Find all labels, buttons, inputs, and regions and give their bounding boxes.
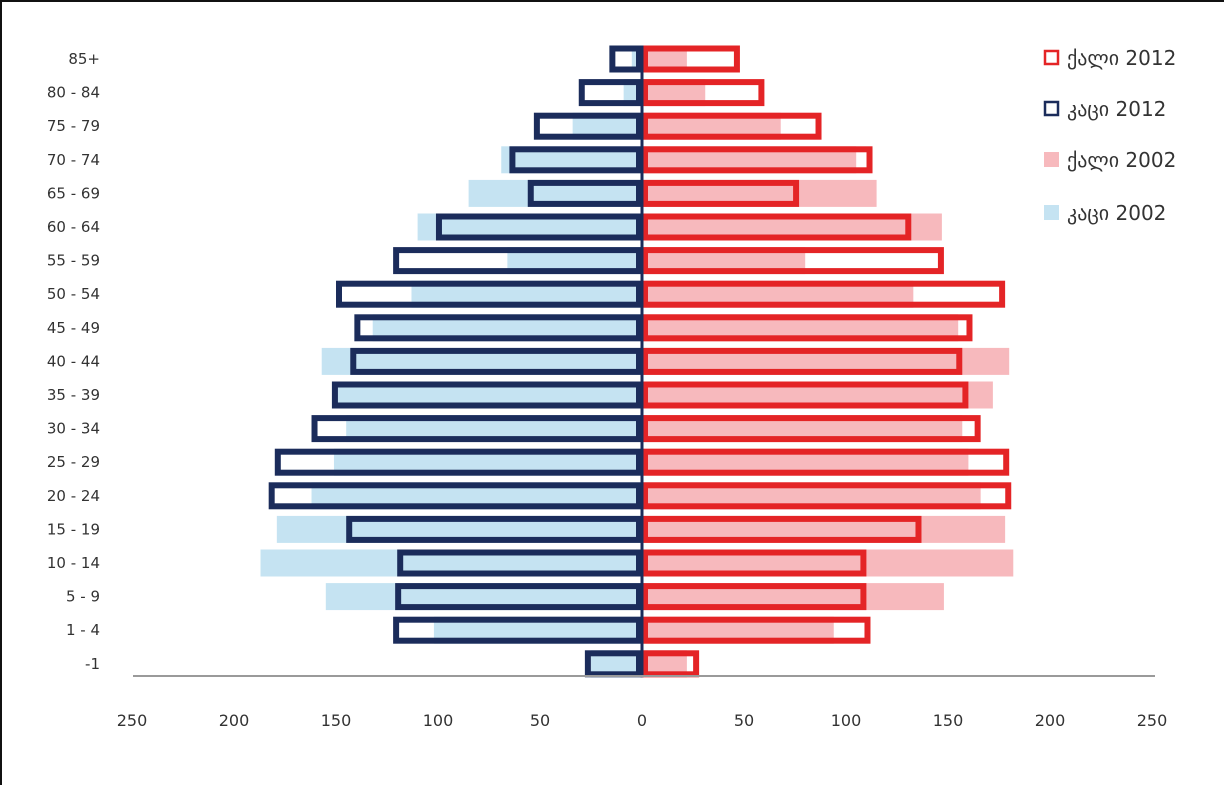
bar-female-2012-6 xyxy=(642,247,944,275)
x-tick-label: 0 xyxy=(637,711,647,730)
age-label: 45 - 49 xyxy=(47,319,100,337)
bar-female-2012-1 xyxy=(642,79,765,107)
bar-male-2012-17 xyxy=(393,616,642,644)
age-label: 70 - 74 xyxy=(47,151,100,169)
legend-swatch xyxy=(1043,49,1060,66)
bar-male-2012-1 xyxy=(578,79,643,107)
bar-female-2012-12 xyxy=(642,448,1010,476)
x-tick-label: 100 xyxy=(831,711,862,730)
bar-female-2012-15 xyxy=(642,549,867,577)
legend-label: ქალი 2002 xyxy=(1067,148,1176,172)
age-label: 30 - 34 xyxy=(47,420,100,438)
age-label: 75 - 79 xyxy=(47,117,100,135)
legend-swatch xyxy=(1044,152,1059,167)
bar-male-2012-11 xyxy=(311,415,642,443)
bar-male-2012-10 xyxy=(331,381,642,409)
bar-male-2012-7 xyxy=(336,280,642,308)
bar-male-2012-14 xyxy=(346,515,642,543)
bar-male-2012-15 xyxy=(397,549,643,577)
age-labels: 85+ 80 - 84 75 - 79 70 - 74 65 - 69 60 - 64 55… xyxy=(47,50,100,673)
bar-male-2012-0 xyxy=(609,45,642,73)
bar-male-2012-2 xyxy=(533,112,643,140)
age-label: 85+ xyxy=(68,50,100,68)
age-label: -1 xyxy=(85,655,100,673)
age-label: 25 - 29 xyxy=(47,453,100,471)
bar-female-2012-2 xyxy=(642,112,822,140)
bar-male-2012-4 xyxy=(527,179,643,207)
bar-female-2012-18 xyxy=(642,650,700,678)
bar-female-2012-13 xyxy=(642,482,1012,510)
bar-male-2012-9 xyxy=(350,347,642,375)
bar-male-2012-5 xyxy=(435,213,642,241)
x-tick-label: 250 xyxy=(1137,711,1168,730)
bar-female-2012-9 xyxy=(642,347,963,375)
x-tick-label: 50 xyxy=(734,711,754,730)
bar-female-2012-0 xyxy=(642,45,740,73)
legend-swatch xyxy=(1044,205,1059,220)
x-tick-labels: 250 200 150 100 50 0 50 100 150 200 250 xyxy=(117,711,1168,730)
bar-female-2012-8 xyxy=(642,314,973,342)
age-label: 50 - 54 xyxy=(47,285,100,303)
bar-male-2012-6 xyxy=(393,247,642,275)
bar-female-2012-7 xyxy=(642,280,1006,308)
age-label: 55 - 59 xyxy=(47,252,100,270)
legend-label: კაცი 2002 xyxy=(1067,201,1166,225)
bar-male-2012-16 xyxy=(395,583,642,611)
age-label: 65 - 69 xyxy=(47,184,100,202)
age-label: 60 - 64 xyxy=(47,218,100,236)
bar-male-2012-18 xyxy=(584,650,643,678)
bar-male-2012-3 xyxy=(509,146,643,174)
x-tick-label: 200 xyxy=(1035,711,1066,730)
bars-2012-layer xyxy=(268,45,1012,678)
bar-female-2012-10 xyxy=(642,381,969,409)
bar-female-2012-11 xyxy=(642,415,981,443)
bar-male-2012-13 xyxy=(268,482,642,510)
bar-female-2012-3 xyxy=(642,146,873,174)
age-label: 1 - 4 xyxy=(66,621,100,639)
x-tick-label: 150 xyxy=(321,711,352,730)
bar-female-2012-17 xyxy=(642,616,871,644)
x-tick-label: 50 xyxy=(530,711,550,730)
bar-female-2012-4 xyxy=(642,179,800,207)
age-label: 35 - 39 xyxy=(47,386,100,404)
age-label: 40 - 44 xyxy=(47,352,100,370)
age-label: 80 - 84 xyxy=(47,84,100,102)
age-label: 20 - 24 xyxy=(47,487,100,505)
legend-label: ქალი 2012 xyxy=(1067,46,1176,70)
age-label: 15 - 19 xyxy=(47,520,100,538)
x-tick-label: 200 xyxy=(219,711,250,730)
age-label: 5 - 9 xyxy=(66,588,100,606)
legend-swatch xyxy=(1043,100,1060,117)
bar-female-2012-14 xyxy=(642,515,922,543)
legend-label: კაცი 2012 xyxy=(1067,97,1166,121)
x-tick-label: 250 xyxy=(117,711,148,730)
x-tick-label: 150 xyxy=(933,711,964,730)
x-tick-label: 100 xyxy=(423,711,454,730)
bar-male-2012-12 xyxy=(274,448,642,476)
age-label: 10 - 14 xyxy=(47,554,100,572)
bar-male-2012-8 xyxy=(354,314,642,342)
bar-female-2012-16 xyxy=(642,583,867,611)
bar-female-2012-5 xyxy=(642,213,912,241)
legend: ქალი 2012 კაცი 2012 ქალი 2002 კაცი 2002 xyxy=(1043,46,1176,225)
